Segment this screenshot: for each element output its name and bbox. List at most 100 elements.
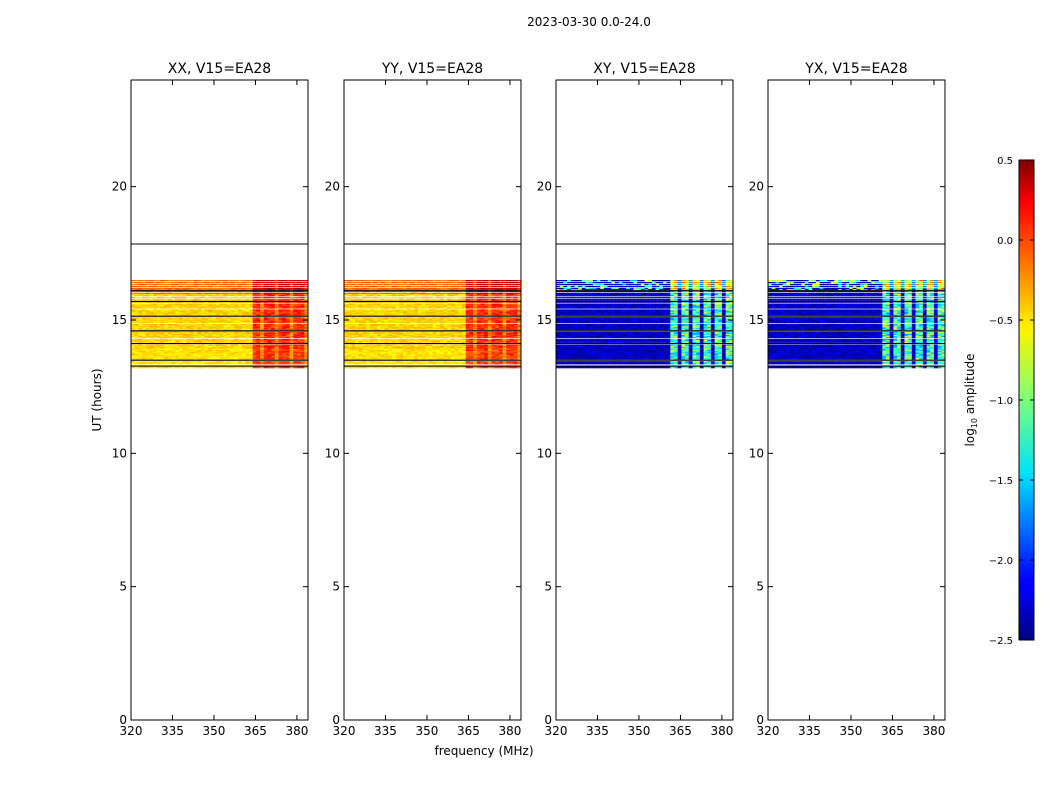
heatmap-cell — [149, 357, 154, 359]
heatmap-cell — [142, 366, 147, 368]
heatmap-cell — [454, 326, 459, 329]
heatmap-cell — [145, 280, 150, 282]
heatmap-cell — [355, 331, 360, 334]
heatmap-cell — [285, 285, 290, 288]
heatmap-cell — [134, 331, 139, 334]
heatmap-cell — [226, 344, 231, 346]
heatmap-cell — [215, 363, 220, 365]
heatmap-cell — [156, 303, 161, 305]
heatmap-cell — [267, 353, 272, 355]
heatmap-cell — [506, 333, 511, 336]
heatmap-cell — [366, 344, 371, 346]
heatmap-cell — [204, 331, 209, 334]
heatmap-cell — [223, 324, 228, 326]
heatmap-cell — [414, 326, 419, 329]
heatmap-cell — [201, 324, 206, 326]
heatmap-cell — [278, 310, 283, 312]
heatmap-cell — [245, 335, 250, 338]
heatmap-cell — [182, 305, 187, 307]
heatmap-cell — [252, 312, 257, 314]
heatmap-cell — [164, 280, 169, 282]
heatmap-cell — [480, 332, 485, 335]
heatmap-cell — [208, 321, 213, 323]
heatmap-cell — [204, 324, 209, 326]
heatmap-cell — [153, 293, 158, 295]
heatmap-cell — [190, 306, 195, 308]
heatmap-cell — [403, 344, 408, 346]
heatmap-cell — [513, 362, 518, 364]
heatmap-cell — [425, 333, 430, 336]
heatmap-cell — [498, 361, 503, 363]
heatmap-cell — [421, 324, 426, 326]
heatmap-cell — [145, 338, 150, 340]
heatmap-cell — [443, 335, 448, 338]
heatmap-cell — [432, 345, 437, 347]
heatmap-cell — [517, 345, 522, 347]
heatmap-cell — [289, 347, 294, 349]
heatmap-cell — [197, 299, 202, 301]
heatmap-cell — [167, 325, 172, 328]
heatmap-cell — [417, 333, 422, 336]
heatmap-cell — [293, 280, 298, 282]
heatmap-cell — [465, 333, 470, 336]
heatmap-cell — [293, 287, 298, 290]
heatmap-cell — [282, 361, 287, 363]
heatmap-cell — [252, 333, 257, 336]
heatmap-cell — [142, 367, 147, 369]
heatmap-cell — [278, 339, 283, 341]
heatmap-cell — [241, 334, 246, 337]
heatmap-cell — [234, 353, 239, 355]
heatmap-cell — [245, 355, 250, 357]
heatmap-cell — [237, 331, 243, 334]
heatmap-cell — [428, 356, 433, 358]
heatmap-cell — [513, 326, 518, 329]
heatmap-cell — [377, 324, 382, 327]
heatmap-cell — [131, 336, 136, 338]
heatmap-cell — [380, 333, 385, 336]
heatmap-cell — [293, 292, 298, 294]
heatmap-cell — [131, 324, 136, 326]
heatmap-cell — [388, 362, 393, 364]
heatmap-cell — [285, 306, 290, 308]
heatmap-cell — [160, 367, 165, 369]
heatmap-cell — [274, 324, 279, 327]
heatmap-cell — [384, 331, 389, 334]
heatmap-cell — [417, 334, 422, 337]
heatmap-cell — [458, 348, 463, 350]
heatmap-cell — [182, 325, 187, 328]
heatmap-cell — [263, 281, 268, 284]
heatmap-cell — [241, 288, 246, 291]
heatmap-cell — [278, 356, 283, 358]
heatmap-cell — [491, 356, 496, 358]
heatmap-cell — [175, 296, 180, 298]
heatmap-cell — [417, 338, 422, 340]
heatmap-cell — [484, 349, 489, 351]
heatmap-cell — [491, 350, 496, 352]
heatmap-cell — [502, 362, 507, 364]
heatmap-cell — [517, 348, 522, 350]
heatmap-cell — [388, 346, 393, 348]
heatmap-cell — [215, 306, 220, 308]
heatmap-cell — [142, 309, 147, 311]
heatmap-cell — [502, 366, 507, 368]
heatmap-cell — [373, 338, 378, 340]
heatmap-cell — [153, 351, 158, 353]
heatmap-cell — [193, 294, 198, 296]
heatmap-cell — [171, 355, 176, 357]
heatmap-cell — [476, 333, 481, 336]
heatmap-cell — [142, 361, 147, 363]
heatmap-cell — [417, 325, 422, 328]
heatmap-cell — [447, 344, 452, 346]
heatmap-cell — [380, 332, 385, 335]
heatmap-cell — [484, 327, 489, 330]
heatmap-cell — [362, 333, 367, 336]
heatmap-cell — [458, 332, 463, 335]
heatmap-cell — [447, 348, 452, 350]
heatmap-cell — [300, 309, 305, 311]
heatmap-cell — [201, 351, 206, 353]
heatmap-cell — [414, 351, 419, 353]
heatmap-cell — [204, 314, 209, 316]
heatmap-cell — [145, 326, 150, 329]
heatmap-cell — [131, 325, 136, 328]
heatmap-cell — [249, 317, 254, 319]
